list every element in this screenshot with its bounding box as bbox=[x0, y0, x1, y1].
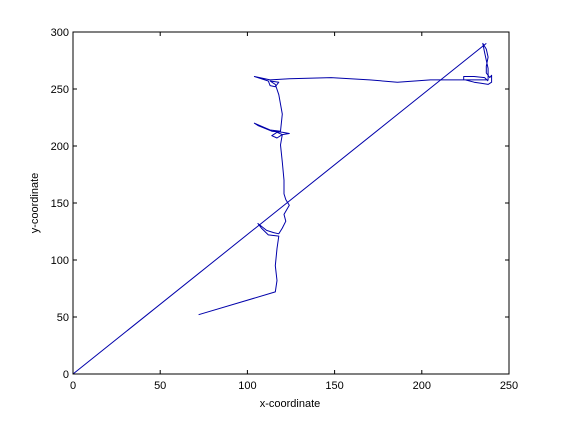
y-axis-label: y-coordinate bbox=[29, 173, 41, 234]
plot-background bbox=[73, 32, 509, 374]
y-tick-label: 0 bbox=[63, 369, 69, 381]
y-tick-label: 100 bbox=[51, 255, 69, 267]
y-tick-label: 300 bbox=[51, 27, 69, 39]
y-tick-label: 250 bbox=[51, 84, 69, 96]
x-tick-label: 100 bbox=[238, 380, 256, 392]
x-tick-label: 250 bbox=[500, 380, 518, 392]
y-tick-label: 150 bbox=[51, 198, 69, 210]
series-layer bbox=[72, 42, 493, 375]
x-tick-label: 50 bbox=[154, 380, 166, 392]
x-tick-label: 200 bbox=[413, 380, 431, 392]
x-tick-label: 150 bbox=[325, 380, 343, 392]
x-axis-label: x-coordinate bbox=[260, 398, 321, 410]
x-tick-label: 0 bbox=[70, 380, 76, 392]
y-tick-label: 50 bbox=[57, 312, 69, 324]
y-tick-label: 200 bbox=[51, 141, 69, 153]
ticks-layer: 0 50 100 150 200 250 0 50 100 150 200 250 300 bbox=[51, 27, 519, 392]
series-line-1 bbox=[72, 43, 487, 375]
series-line-2 bbox=[198, 42, 493, 316]
